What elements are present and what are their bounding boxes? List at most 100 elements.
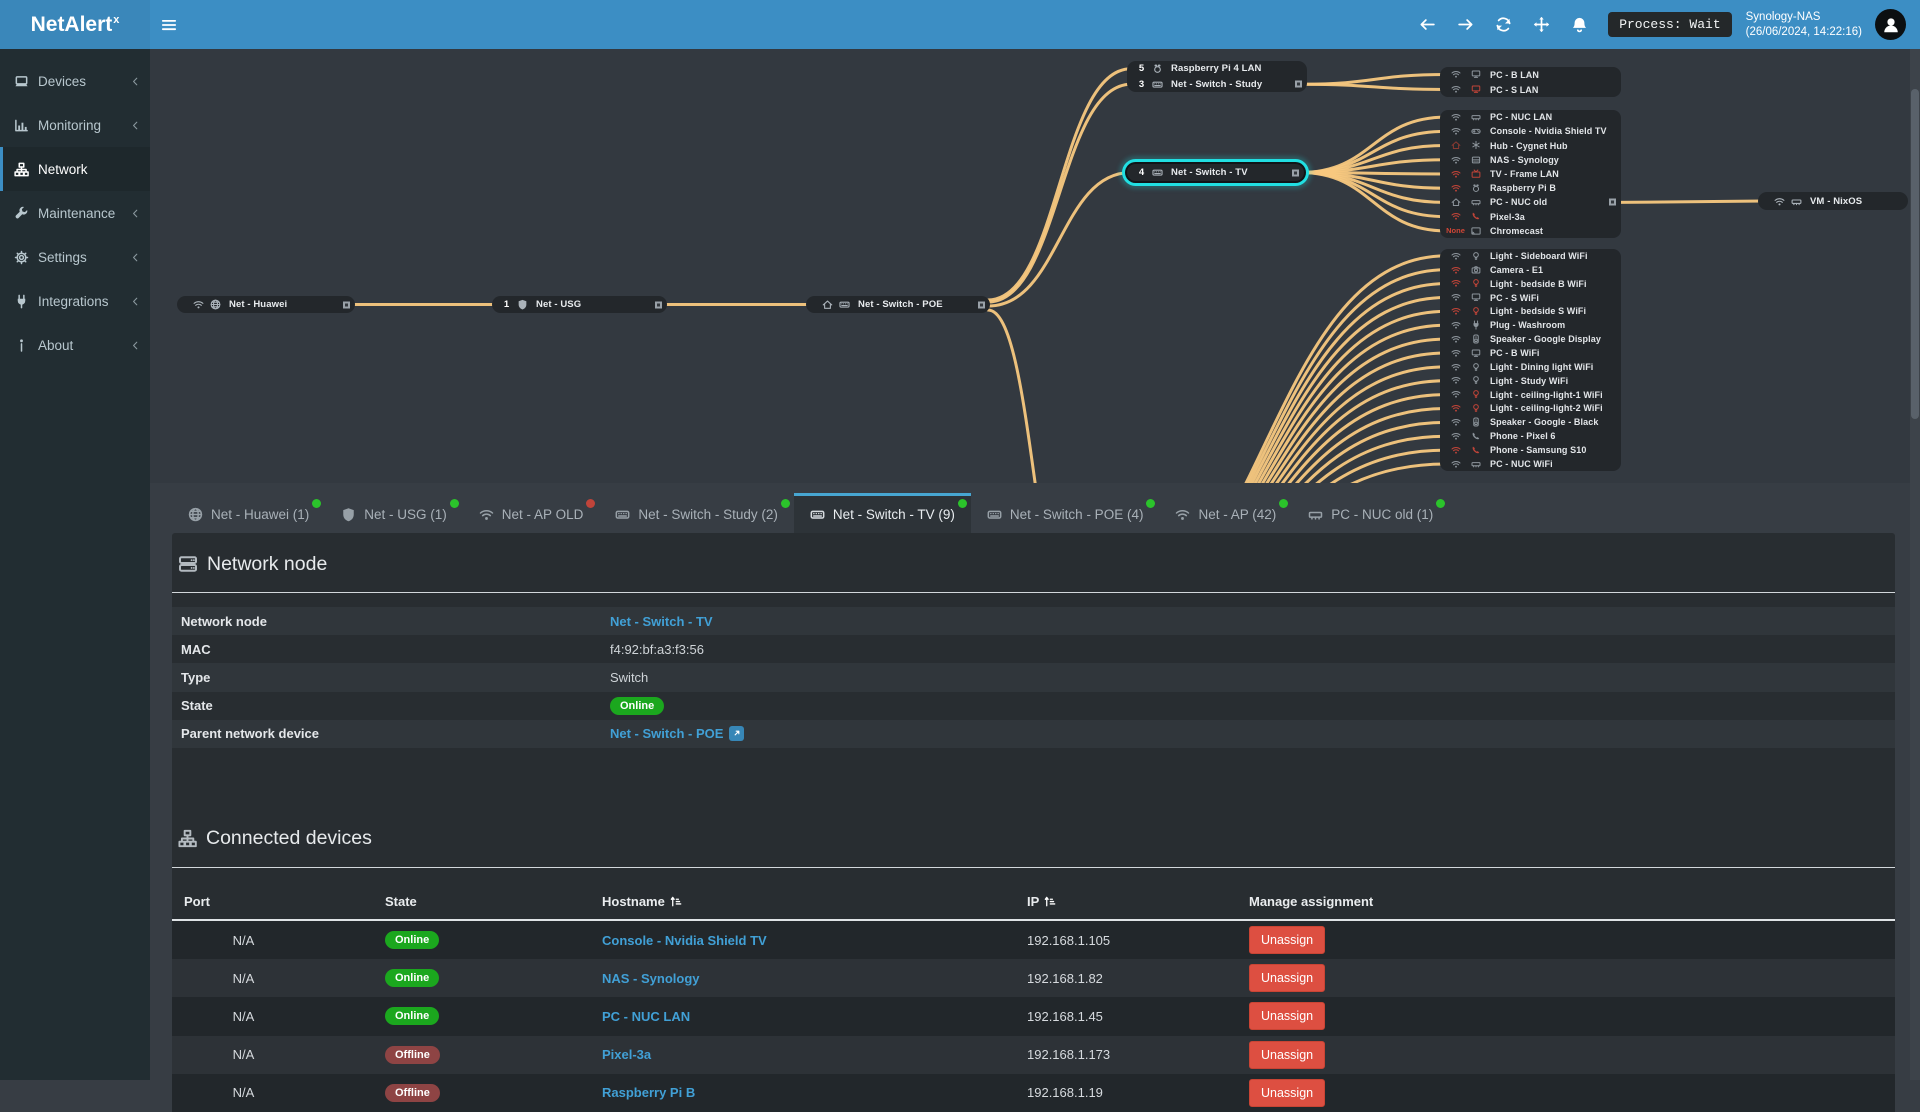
node-connector[interactable] xyxy=(1609,198,1616,206)
topology-device-phone-samsung-s10[interactable]: Phone - Samsung S10 xyxy=(1440,443,1621,457)
unassign-button[interactable]: Unassign xyxy=(1249,1002,1326,1031)
sidebar-item-about[interactable]: About xyxy=(0,323,150,367)
tab-net-switch-poe-4[interactable]: Net - Switch - POE (4) xyxy=(971,493,1160,533)
unassign-button[interactable]: Unassign xyxy=(1249,926,1326,955)
topology-device-light-dining-light-wifi[interactable]: Light - Dining light WiFi xyxy=(1440,360,1621,374)
topology-device-plug-washroom[interactable]: Plug - Washroom xyxy=(1440,318,1621,332)
node-label: Net - Switch - TV xyxy=(1171,167,1248,178)
sync-button[interactable] xyxy=(1484,0,1522,49)
topology-device-light-sideboard-wifi[interactable]: Light - Sideboard WiFi xyxy=(1440,249,1621,263)
tab-pc-nuc-old-1[interactable]: PC - NUC old (1) xyxy=(1292,493,1449,533)
sort-control[interactable]: IP xyxy=(1027,894,1056,909)
tab-net-ap-42[interactable]: Net - AP (42) xyxy=(1159,493,1292,533)
sort-control[interactable]: Hostname xyxy=(602,894,682,909)
tab-net-huawei-1[interactable]: Net - Huawei (1) xyxy=(172,493,325,533)
hostname-link-pc-nuc-lan[interactable]: PC - NUC LAN xyxy=(602,1008,691,1024)
hostname-link-pixel-3a[interactable]: Pixel-3a xyxy=(602,1047,652,1063)
hostname-link-console-nvidia-shield-tv[interactable]: Console - Nvidia Shield TV xyxy=(602,932,767,948)
sidebar-item-monitoring[interactable]: Monitoring xyxy=(0,103,150,147)
detail-label: MAC xyxy=(181,641,211,657)
user-avatar[interactable] xyxy=(1875,9,1906,40)
node-details-list: Network node Net - Switch - TV MAC f4:92… xyxy=(172,607,1895,748)
wifi-icon xyxy=(1451,405,1460,412)
topology-device-speaker-google-black[interactable]: Speaker - Google - Black xyxy=(1440,415,1621,429)
page-scrollbar[interactable] xyxy=(1910,49,1920,1080)
chevron-left-icon xyxy=(133,209,138,217)
sidebar-item-integrations[interactable]: Integrations xyxy=(0,279,150,323)
sidebar-item-network[interactable]: Network xyxy=(0,147,150,191)
topology-device-hub-cygnet-hub[interactable]: Hub - Cygnet Hub xyxy=(1440,138,1621,152)
topology-device-raspberry-pi-b[interactable]: Raspberry Pi B xyxy=(1440,181,1621,195)
topology-device-pc-nuc-wifi[interactable]: PC - NUC WiFi xyxy=(1440,457,1621,471)
topology-node-net-switch-tv[interactable]: 4 Net - Switch - TV xyxy=(1127,164,1304,181)
house-icon xyxy=(1451,198,1460,207)
shield-icon xyxy=(518,299,527,310)
hostname-link-nas-synology[interactable]: NAS - Synology xyxy=(602,970,700,986)
topology-device-light-bedside-s-wifi[interactable]: Light - bedside S WiFi xyxy=(1440,304,1621,318)
arrow-right-button[interactable] xyxy=(1446,0,1484,49)
topology-device-camera-e1[interactable]: Camera - E1 xyxy=(1440,263,1621,277)
topology-device-nas-synology[interactable]: NAS - Synology xyxy=(1440,153,1621,167)
topology-node-net-huawei[interactable]: Net - Huawei xyxy=(177,296,355,313)
detail-link-net-switch-poe[interactable]: Net - Switch - POE xyxy=(610,726,724,742)
app-logo[interactable]: NetAlert x xyxy=(0,0,150,49)
topology-node-net-switch-poe[interactable]: Net - Switch - POE xyxy=(806,296,990,313)
topology-device-pc-b-lan[interactable]: PC - B LAN xyxy=(1440,67,1621,82)
tab-net-usg-1[interactable]: Net - USG (1) xyxy=(325,493,463,533)
cell-port: N/A xyxy=(232,970,255,986)
topology-node-net-switch-study[interactable]: 3 Net - Switch - Study xyxy=(1127,77,1307,93)
devices-table-body: N/A Online Console - Nvidia Shield TV 19… xyxy=(172,920,1895,1112)
unassign-button[interactable]: Unassign xyxy=(1249,1078,1326,1107)
sidebar-item-devices[interactable]: Devices xyxy=(0,59,150,103)
topology-device-light-bedside-b-wifi[interactable]: Light - bedside B WiFi xyxy=(1440,277,1621,291)
unassign-button[interactable]: Unassign xyxy=(1249,1040,1326,1069)
hostname-link-raspberry-pi-b[interactable]: Raspberry Pi B xyxy=(602,1085,696,1101)
device-label: Plug - Washroom xyxy=(1490,320,1566,331)
node-connector[interactable] xyxy=(978,301,985,308)
node-connector[interactable] xyxy=(343,301,350,308)
switch-icon xyxy=(987,510,1002,519)
topology-device-tv-frame-lan[interactable]: TV - Frame LAN xyxy=(1440,167,1621,181)
house-icon xyxy=(1451,141,1460,150)
node-connector[interactable] xyxy=(1295,80,1302,88)
topology-device-pc-s-lan[interactable]: PC - S LAN xyxy=(1440,82,1621,97)
topology-device-light-study-wifi[interactable]: Light - Study WiFi xyxy=(1440,374,1621,388)
external-link-icon[interactable] xyxy=(729,726,745,742)
topology-device-pc-s-wifi[interactable]: PC - S WiFi xyxy=(1440,291,1621,305)
topology-node-net-usg[interactable]: 1 Net - USG xyxy=(492,296,667,313)
eth-icon xyxy=(1791,198,1802,205)
detail-link-net-switch-tv[interactable]: Net - Switch - TV xyxy=(610,613,713,629)
wifi-icon xyxy=(1451,280,1460,287)
sidebar-item-settings[interactable]: Settings xyxy=(0,235,150,279)
topology-leaf-group-g_tv: PC - NUC LAN Console - Nvidia Shield TV … xyxy=(1440,110,1621,238)
bell-button[interactable] xyxy=(1560,0,1598,49)
tab-net-switch-tv-9[interactable]: Net - Switch - TV (9) xyxy=(793,493,971,533)
topology-node-raspberry-pi-4-lan[interactable]: 5 Raspberry Pi 4 LAN xyxy=(1138,63,1262,75)
speaker-icon xyxy=(1472,334,1479,344)
topology-device-light-ceiling-light-2-wifi[interactable]: Light - ceiling-light-2 WiFi xyxy=(1440,401,1621,415)
topology-device-console-nvidia-shield-tv[interactable]: Console - Nvidia Shield TV xyxy=(1440,124,1621,138)
topology-device-pc-b-wifi[interactable]: PC - B WiFi xyxy=(1440,346,1621,360)
move-button[interactable] xyxy=(1522,0,1560,49)
node-connector[interactable] xyxy=(1292,169,1299,176)
topology-device-light-ceiling-light-1-wifi[interactable]: Light - ceiling-light-1 WiFi xyxy=(1440,388,1621,402)
topology-device-pc-nuc-lan[interactable]: PC - NUC LAN xyxy=(1440,110,1621,124)
detail-row-mac: MAC f4:92:bf:a3:f3:56 xyxy=(172,635,1895,663)
topology-device-chromecast[interactable]: None Chromecast xyxy=(1446,225,1544,236)
unassign-button[interactable]: Unassign xyxy=(1249,964,1326,993)
tab-net-switch-study-2[interactable]: Net - Switch - Study (2) xyxy=(599,493,794,533)
topology-device-pc-nuc-old[interactable]: PC - NUC old xyxy=(1440,195,1621,209)
wifi-icon xyxy=(1451,377,1460,384)
topology-node-vm-nixos[interactable]: VM - NixOS xyxy=(1758,192,1908,210)
tab-net-ap-old[interactable]: Net - AP OLD xyxy=(463,493,600,533)
arrow-left-button[interactable] xyxy=(1408,0,1446,49)
scrollbar-thumb[interactable] xyxy=(1911,89,1919,419)
topology-device-pixel-3a[interactable]: Pixel-3a xyxy=(1440,210,1621,224)
topology-device-speaker-google-display[interactable]: Speaker - Google Display xyxy=(1440,332,1621,346)
gear-icon xyxy=(14,250,29,264)
hamburger-menu-button[interactable] xyxy=(150,0,188,49)
node-connector[interactable] xyxy=(655,301,662,308)
eth-icon xyxy=(1471,115,1481,121)
topology-device-phone-pixel-6[interactable]: Phone - Pixel 6 xyxy=(1440,429,1621,443)
sidebar-item-maintenance[interactable]: Maintenance xyxy=(0,191,150,235)
